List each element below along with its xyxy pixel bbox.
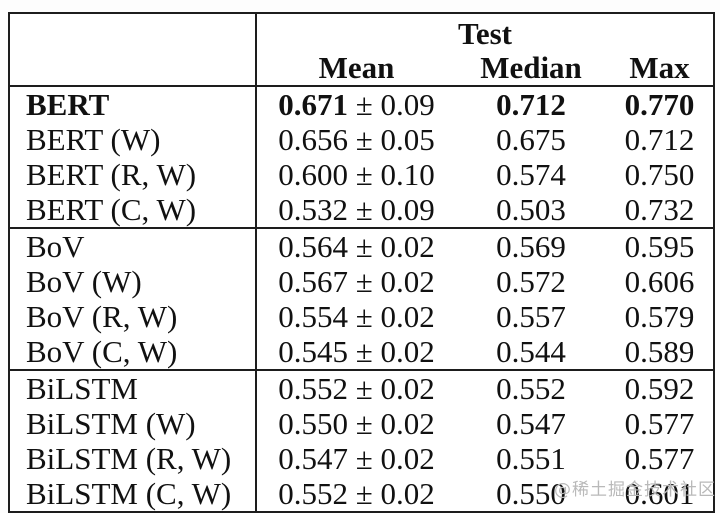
median-cell: 0.569 [456,227,606,264]
mean-cell: 0.532 ± 0.09 [256,192,456,228]
table-row: BERT (W) 0.656 ± 0.05 0.675 0.712 [9,122,714,157]
model-cell: BERT (R, W) [9,157,257,192]
median-cell: 0.550 [496,476,566,511]
mean-cell: 0.545 ± 0.02 [256,334,456,370]
model-cell: BoV (C, W) [9,334,257,370]
median-cell: 0.712 [496,87,566,122]
table-row: BERT 0.671 ± 0.09 0.712 0.770 [9,86,714,122]
median-cell: 0.572 [496,264,566,299]
max-cell: 0.589 [624,334,695,369]
mean-cell: 0.671 ± 0.09 [256,86,456,122]
median-cell: 0.547 [496,406,566,441]
mean-stddev: ± 0.09 [355,87,435,122]
mean-value: 0.547 [278,441,348,476]
median-cell: 0.551 [496,441,566,476]
table-row: BiLSTM (W) 0.550 ± 0.02 0.547 0.577 [9,406,714,441]
max-cell: 0.770 [624,87,695,122]
mean-cell: 0.547 ± 0.02 [256,441,456,476]
table-body: BERT 0.671 ± 0.09 0.712 0.770 BERT (W) 0… [9,86,714,512]
mean-stddev: ± 0.02 [355,264,435,299]
table-row: BiLSTM 0.552 ± 0.02 0.552 0.592 [9,369,714,406]
mean-value: 0.567 [278,264,348,299]
header-mean: Mean [256,49,456,87]
table-row: BoV (R, W) 0.554 ± 0.02 0.557 0.579 [9,299,714,334]
mean-value: 0.545 [278,334,348,369]
max-cell: 0.732 [624,192,695,227]
mean-value: 0.552 [278,371,348,406]
header-columns-row: Mean Median Max [9,49,714,87]
table-row: BoV 0.564 ± 0.02 0.569 0.595 [9,227,714,264]
mean-cell: 0.567 ± 0.02 [256,264,456,299]
table-row: BERT (R, W) 0.600 ± 0.10 0.574 0.750 [9,157,714,192]
model-cell: BoV (W) [9,264,257,299]
table-row: BoV (C, W) 0.545 ± 0.02 0.544 0.589 [9,334,714,370]
mean-value: 0.564 [278,229,348,264]
model-cell: BoV (R, W) [9,299,257,334]
mean-stddev: ± 0.02 [355,476,435,511]
max-cell: 0.592 [606,369,714,406]
mean-stddev: ± 0.05 [355,122,435,157]
mean-value: 0.532 [278,192,348,227]
median-cell: 0.574 [496,157,566,192]
mean-cell: 0.552 ± 0.02 [256,476,456,512]
table-header: Test Mean Median Max [9,13,714,87]
max-cell: 0.601 [624,476,695,511]
mean-stddev: ± 0.09 [355,192,435,227]
mean-value: 0.600 [278,157,348,192]
mean-value: 0.554 [278,299,348,334]
max-cell: 0.606 [624,264,695,299]
max-cell: 0.577 [624,441,695,476]
mean-cell: 0.550 ± 0.02 [256,406,456,441]
results-table-container: Test Mean Median Max BERT 0.671 ± 0.09 0… [8,12,715,513]
median-cell: 0.544 [496,334,566,369]
model-cell: BERT (C, W) [9,192,257,228]
mean-cell: 0.554 ± 0.02 [256,299,456,334]
mean-cell: 0.656 ± 0.05 [256,122,456,157]
median-cell: 0.557 [496,299,566,334]
model-cell: BiLSTM (W) [9,406,257,441]
model-cell: BiLSTM (R, W) [9,441,257,476]
mean-stddev: ± 0.10 [355,157,435,192]
median-cell: 0.503 [496,192,566,227]
mean-stddev: ± 0.02 [355,441,435,476]
header-median: Median [456,49,606,87]
mean-cell: 0.564 ± 0.02 [256,227,456,264]
mean-stddev: ± 0.02 [355,406,435,441]
mean-value: 0.552 [278,476,348,511]
mean-cell: 0.600 ± 0.10 [256,157,456,192]
table-row: BERT (C, W) 0.532 ± 0.09 0.503 0.732 [9,192,714,228]
model-cell: BoV [9,227,257,264]
mean-value: 0.671 [278,87,348,122]
mean-stddev: ± 0.02 [355,229,435,264]
header-max: Max [606,49,714,87]
mean-value: 0.656 [278,122,348,157]
header-empty-cell [9,13,257,87]
header-group-row: Test [9,13,714,87]
max-cell: 0.750 [624,157,695,192]
table-row: BiLSTM (C, W) 0.552 ± 0.02 0.550 0.601 [9,476,714,512]
max-cell: 0.595 [606,227,714,264]
model-cell: BiLSTM [9,369,257,406]
mean-cell: 0.552 ± 0.02 [256,369,456,406]
mean-stddev: ± 0.02 [355,334,435,369]
model-cell: BERT (W) [9,122,257,157]
max-cell: 0.577 [624,406,695,441]
model-cell: BiLSTM (C, W) [9,476,257,512]
mean-stddev: ± 0.02 [355,299,435,334]
mean-stddev: ± 0.02 [355,371,435,406]
table-row: BiLSTM (R, W) 0.547 ± 0.02 0.551 0.577 [9,441,714,476]
median-cell: 0.675 [496,122,566,157]
max-cell: 0.579 [624,299,695,334]
mean-value: 0.550 [278,406,348,441]
header-test-label: Test [458,16,512,49]
max-cell: 0.712 [624,122,695,157]
table-row: BoV (W) 0.567 ± 0.02 0.572 0.606 [9,264,714,299]
model-cell: BERT [9,86,257,122]
median-cell: 0.552 [456,369,606,406]
results-table: Test Mean Median Max BERT 0.671 ± 0.09 0… [8,12,715,513]
